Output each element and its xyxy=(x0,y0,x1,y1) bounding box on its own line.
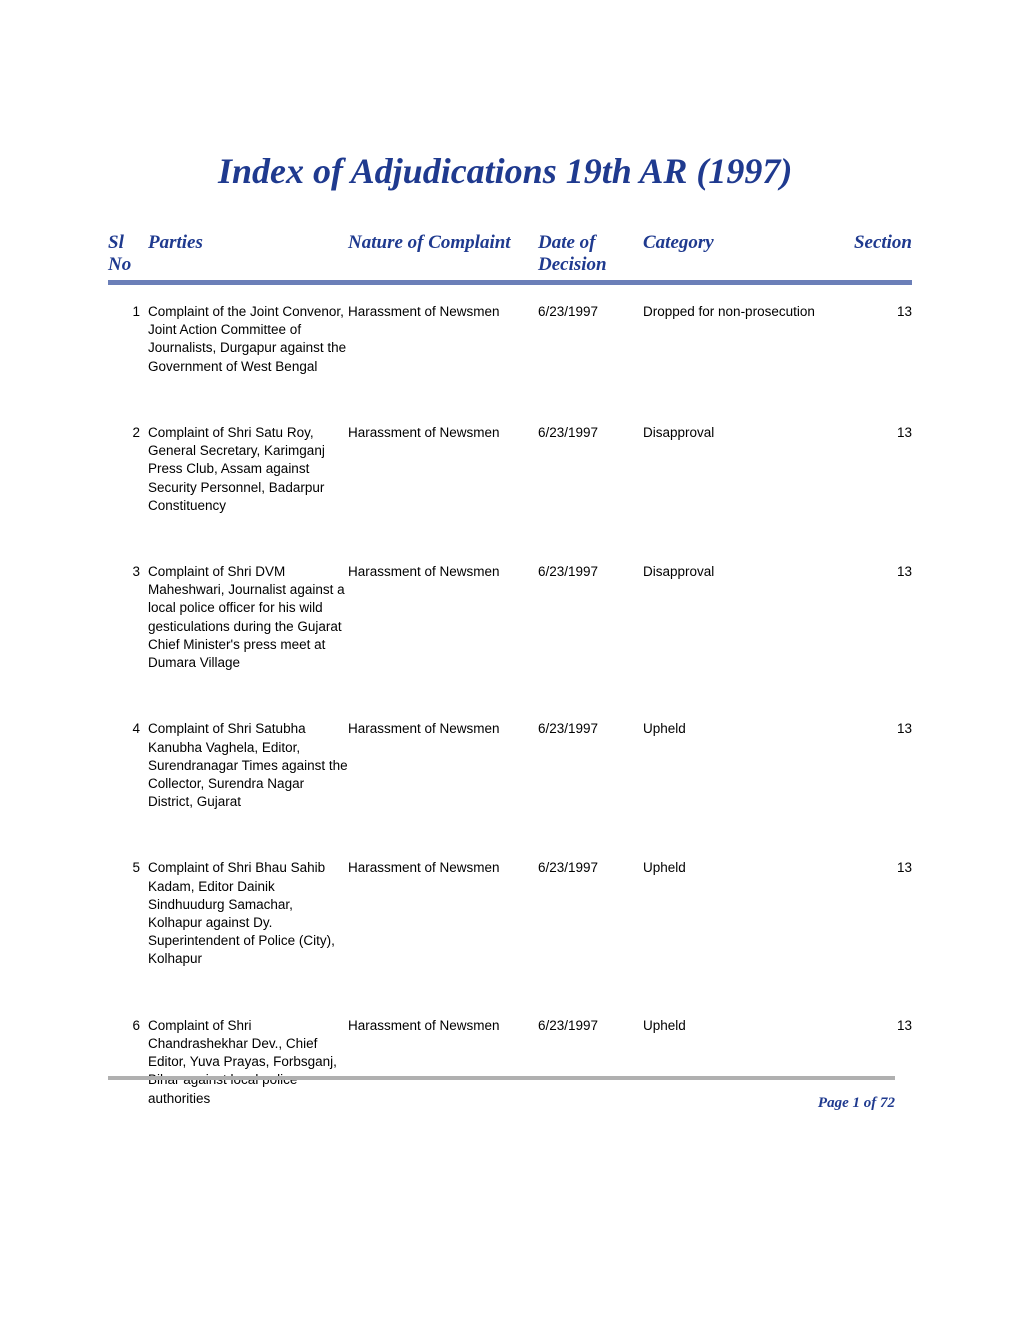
header-section: Section xyxy=(852,232,912,276)
table-row: 5 Complaint of Shri Bhau Sahib Kadam, Ed… xyxy=(108,859,912,968)
header-slno: Sl No xyxy=(108,232,148,276)
cell-nature: Harassment of Newsmen xyxy=(348,563,538,672)
cell-category: Disapproval xyxy=(643,424,826,515)
header-date: Date of Decision xyxy=(538,232,643,276)
cell-slno: 6 xyxy=(108,1017,148,1108)
cell-section: 13 xyxy=(852,859,912,968)
page-container: Index of Adjudications 19th AR (1997) Sl… xyxy=(0,0,1020,1108)
cell-nature: Harassment of Newsmen xyxy=(348,859,538,968)
cell-category: Upheld xyxy=(643,859,826,968)
table-header-row: Sl No Parties Nature of Complaint Date o… xyxy=(108,232,912,285)
cell-nature: Harassment of Newsmen xyxy=(348,1017,538,1108)
cell-date: 6/23/1997 xyxy=(538,720,643,811)
footer-divider xyxy=(108,1076,895,1080)
cell-nature: Harassment of Newsmen xyxy=(348,424,538,515)
table-row: 1 Complaint of the Joint Convenor, Joint… xyxy=(108,303,912,376)
page-number: Page 1 of 72 xyxy=(818,1095,895,1112)
table-row: 3 Complaint of Shri DVM Maheshwari, Jour… xyxy=(108,563,912,672)
header-category: Category xyxy=(643,232,826,276)
cell-slno: 4 xyxy=(108,720,148,811)
adjudications-table: Sl No Parties Nature of Complaint Date o… xyxy=(108,232,912,1108)
cell-parties: Complaint of Shri Bhau Sahib Kadam, Edit… xyxy=(148,859,348,968)
cell-section: 13 xyxy=(852,424,912,515)
cell-section: 13 xyxy=(852,563,912,672)
page-title: Index of Adjudications 19th AR (1997) xyxy=(218,150,912,192)
table-row: 2 Complaint of Shri Satu Roy, General Se… xyxy=(108,424,912,515)
table-row: 6 Complaint of Shri Chandrashekhar Dev.,… xyxy=(108,1017,912,1108)
cell-slno: 1 xyxy=(108,303,148,376)
cell-parties: Complaint of Shri Satubha Kanubha Vaghel… xyxy=(148,720,348,811)
cell-parties: Complaint of the Joint Convenor, Joint A… xyxy=(148,303,348,376)
cell-nature: Harassment of Newsmen xyxy=(348,720,538,811)
cell-date: 6/23/1997 xyxy=(538,563,643,672)
cell-date: 6/23/1997 xyxy=(538,859,643,968)
cell-slno: 2 xyxy=(108,424,148,515)
cell-parties: Complaint of Shri Satu Roy, General Secr… xyxy=(148,424,348,515)
cell-slno: 3 xyxy=(108,563,148,672)
cell-parties: Complaint of Shri Chandrashekhar Dev., C… xyxy=(148,1017,348,1108)
cell-category: Disapproval xyxy=(643,563,826,672)
cell-category: Upheld xyxy=(643,720,826,811)
cell-date: 6/23/1997 xyxy=(538,1017,643,1108)
cell-nature: Harassment of Newsmen xyxy=(348,303,538,376)
cell-category: Upheld xyxy=(643,1017,826,1108)
header-parties: Parties xyxy=(148,232,348,276)
cell-category: Dropped for non-prosecution xyxy=(643,303,826,376)
cell-section: 13 xyxy=(852,720,912,811)
cell-date: 6/23/1997 xyxy=(538,424,643,515)
cell-parties: Complaint of Shri DVM Maheshwari, Journa… xyxy=(148,563,348,672)
header-nature: Nature of Complaint xyxy=(348,232,538,276)
table-row: 4 Complaint of Shri Satubha Kanubha Vagh… xyxy=(108,720,912,811)
cell-slno: 5 xyxy=(108,859,148,968)
cell-section: 13 xyxy=(852,303,912,376)
cell-date: 6/23/1997 xyxy=(538,303,643,376)
